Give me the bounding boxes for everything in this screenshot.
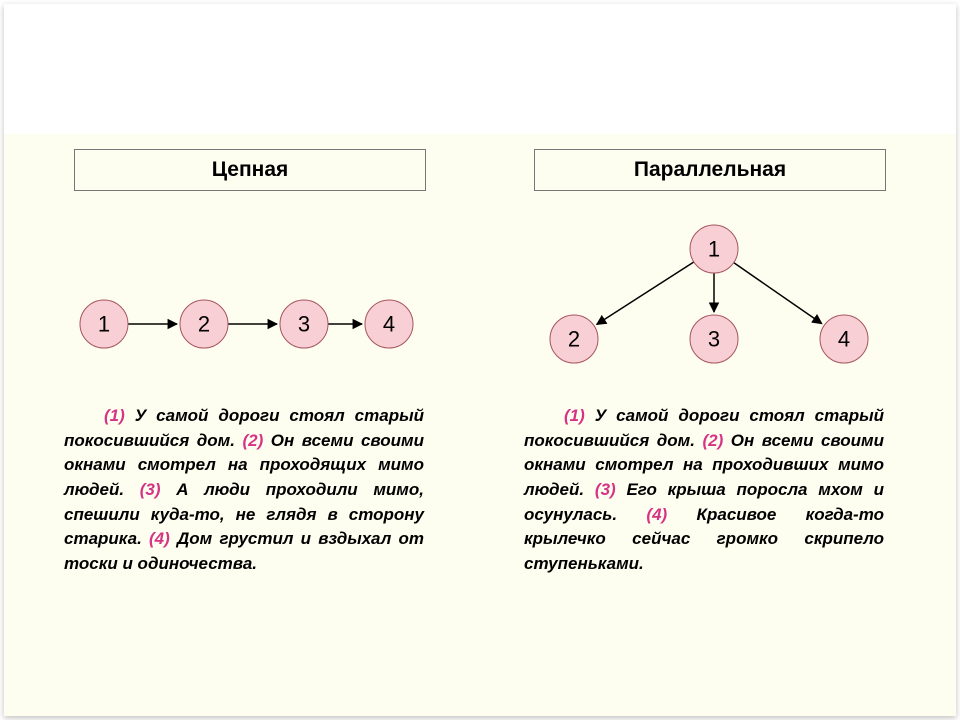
sentence-number: (3) bbox=[140, 480, 161, 499]
slide: Цепная Параллельная 1 2 3 4 1 2 3 4 (1) У само… bbox=[4, 4, 956, 716]
paragraph-parallel: (1) У самой дороги стоял старый покосивш… bbox=[524, 404, 884, 576]
node-label: 3 bbox=[298, 312, 310, 337]
sentence-number: (2) bbox=[702, 431, 723, 450]
node-label: 4 bbox=[838, 327, 850, 352]
edge bbox=[734, 263, 822, 324]
sentence-number: (2) bbox=[242, 431, 263, 450]
node-label: 4 bbox=[383, 312, 395, 337]
sentence-number: (1) bbox=[564, 406, 585, 425]
node-label: 3 bbox=[708, 327, 720, 352]
sentence-number: (3) bbox=[595, 480, 616, 499]
sentence-number: (4) bbox=[149, 529, 170, 548]
edge bbox=[597, 262, 694, 324]
node-label: 2 bbox=[568, 327, 580, 352]
paragraph-chain: (1) У самой дороги стоял старый покосивш… bbox=[64, 404, 424, 576]
diagram-parallel: 1 2 3 4 bbox=[504, 214, 904, 374]
title-parallel: Параллельная bbox=[534, 149, 886, 191]
top-white-band bbox=[4, 4, 956, 134]
node-label: 1 bbox=[98, 312, 110, 337]
sentence-number: (4) bbox=[646, 505, 667, 524]
sentence-number: (1) bbox=[104, 406, 125, 425]
node-label: 1 bbox=[708, 237, 720, 262]
title-chain: Цепная bbox=[74, 149, 426, 191]
diagram-chain: 1 2 3 4 bbox=[44, 264, 444, 384]
node-label: 2 bbox=[198, 312, 210, 337]
